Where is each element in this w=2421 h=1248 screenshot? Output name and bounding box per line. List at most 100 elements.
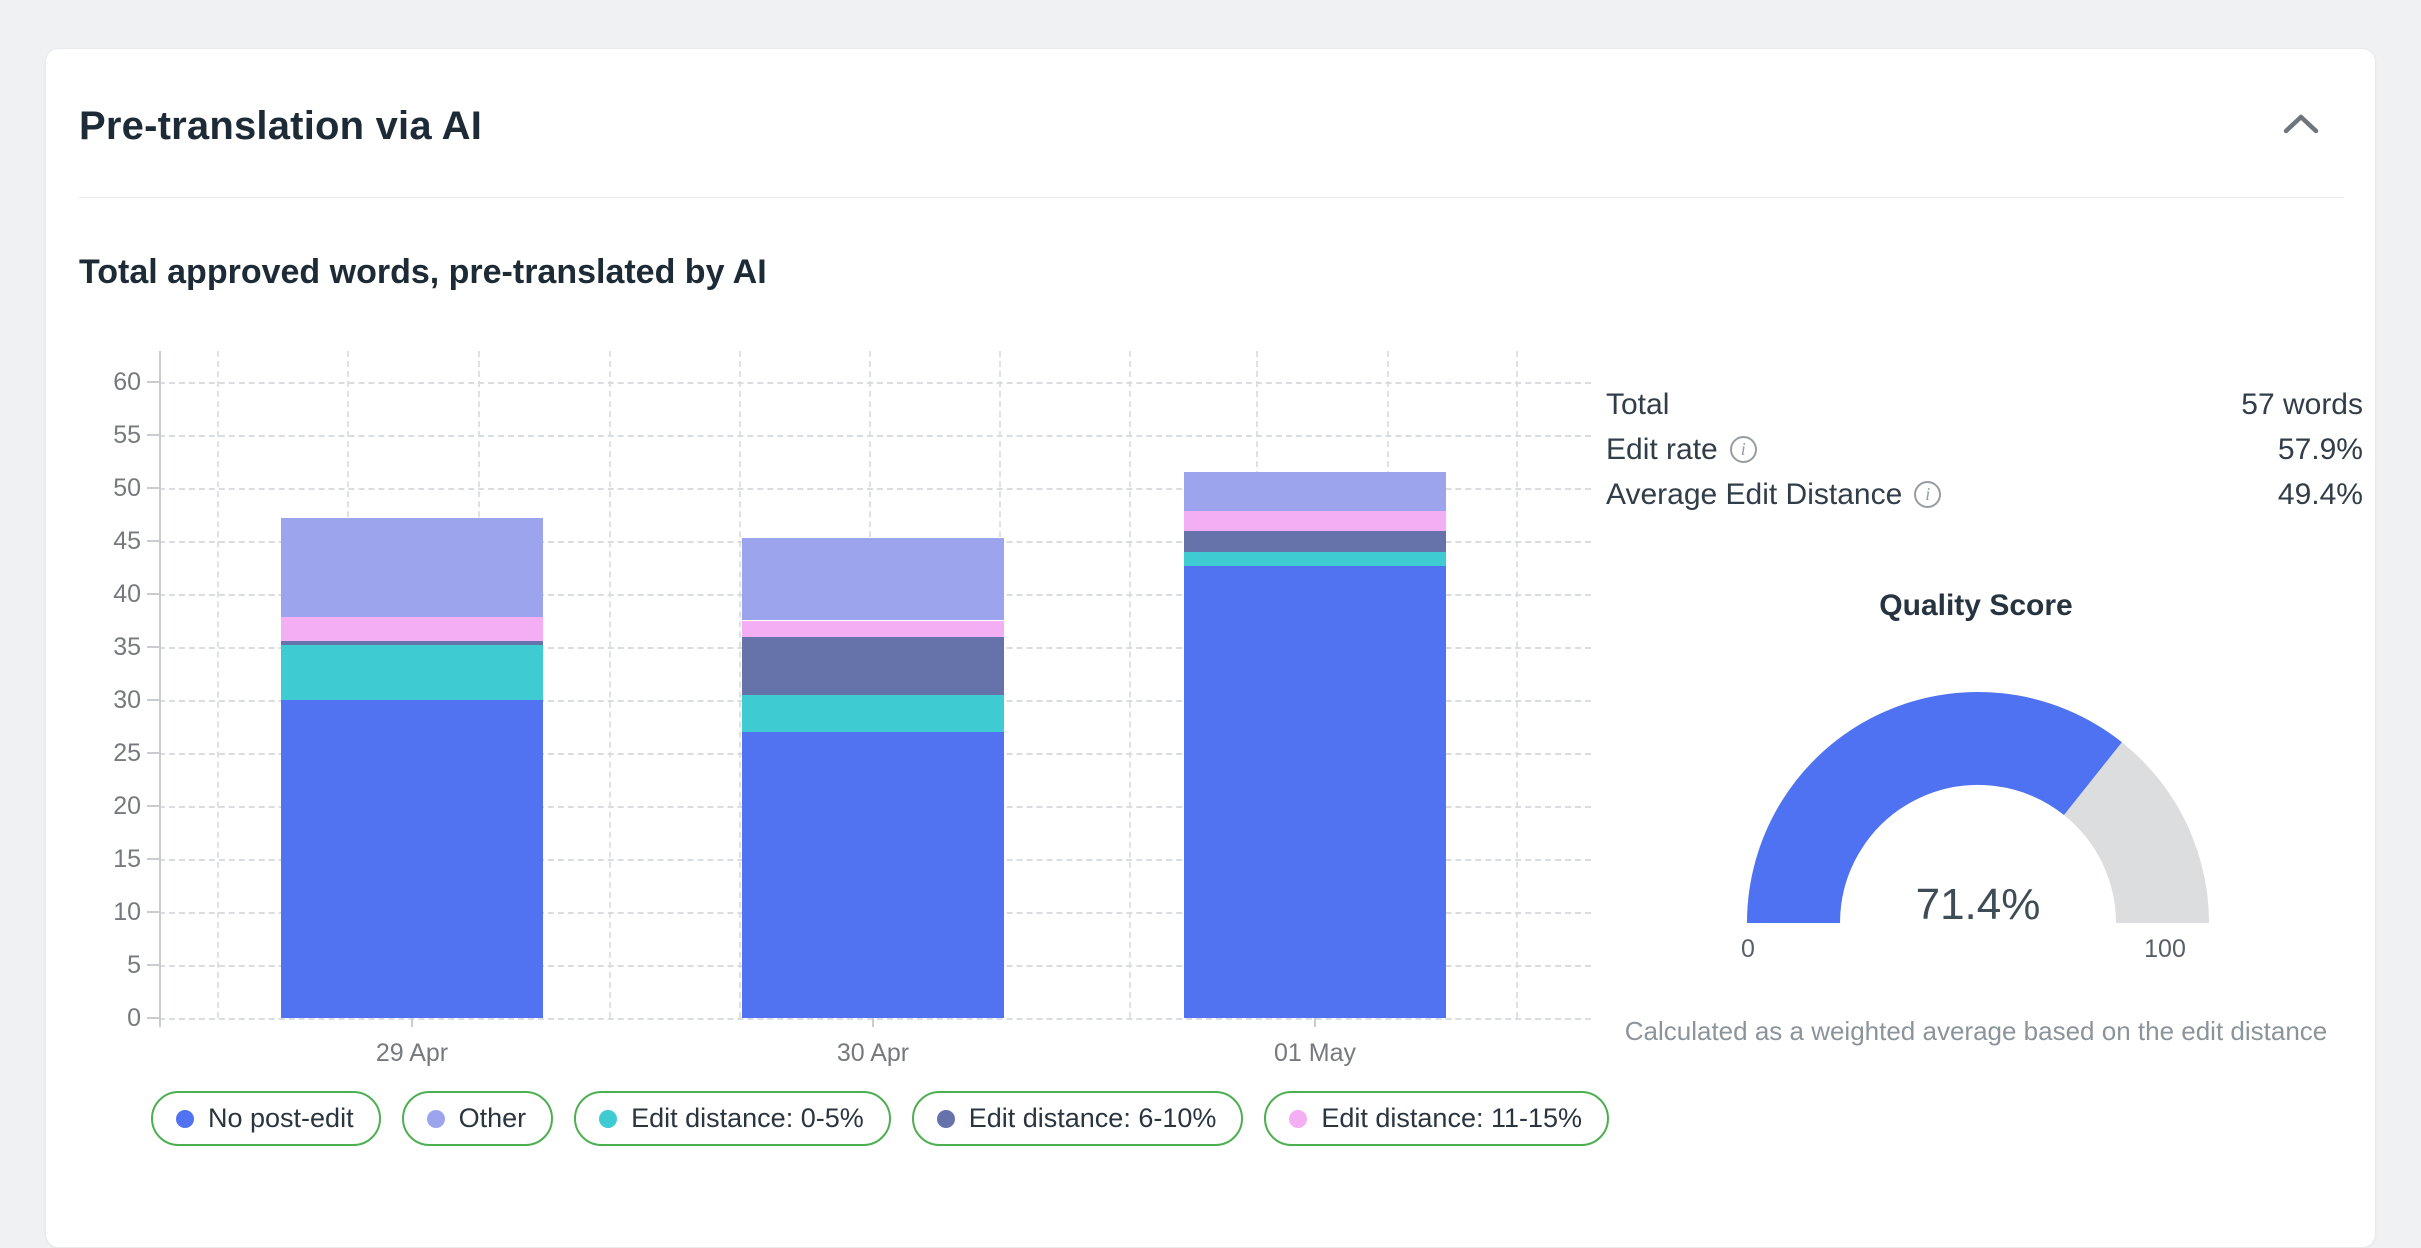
- x-axis-label-30-apr: 30 Apr: [836, 1039, 910, 1067]
- bar-segment-30-apr-edit-distance-11-15[interactable]: [742, 620, 1004, 638]
- grid-line-y-60: [159, 382, 1591, 384]
- y-axis-label-15: 15: [113, 845, 141, 873]
- legend-dot-edit-distance-0-5: [599, 1109, 618, 1128]
- legend-label-edit-distance-11-15: Edit distance: 11-15%: [1321, 1103, 1583, 1133]
- bar-segment-01-may-edit-distance-6-10[interactable]: [1184, 531, 1446, 552]
- y-axis-tick-25: [147, 752, 159, 754]
- info-icon-edit-rate[interactable]: i: [1729, 436, 1757, 463]
- y-axis-tick-5: [147, 964, 159, 966]
- gauge-caption: Calculated as a weighted average based o…: [1624, 1016, 2328, 1046]
- stat-label-average-edit-distance: Average Edit Distance: [1606, 477, 1903, 511]
- chart-legend: No post-edit Other Edit distance: 0-5% Edit…: [151, 1091, 1610, 1146]
- pre-translation-panel: Pre-translation via AI Total approved wo…: [45, 48, 2376, 1248]
- y-axis-label-35: 35: [113, 633, 141, 661]
- y-axis-label-50: 50: [113, 474, 141, 502]
- y-axis-label-30: 30: [113, 686, 141, 714]
- stat-label-edit-rate: Edit rate: [1606, 432, 1718, 466]
- y-axis-label-5: 5: [127, 951, 141, 979]
- bar-segment-30-apr-edit-distance-6-10[interactable]: [742, 637, 1004, 695]
- page-title: Pre-translation via AI: [79, 104, 483, 148]
- legend-dot-edit-distance-6-10: [936, 1109, 955, 1128]
- grid-line-vertical-3: [609, 351, 611, 1018]
- legend-dot-no-post-edit: [176, 1109, 194, 1128]
- grid-line-vertical-4: [739, 351, 741, 1018]
- grid-line-y-0: [159, 1018, 1591, 1020]
- x-axis-label-01-may: 01 May: [1274, 1039, 1356, 1067]
- grid-line-vertical-7: [1129, 351, 1131, 1018]
- bar-segment-29-apr-no-post-edit[interactable]: [281, 700, 543, 1018]
- stat-value-edit-rate: 57.9%: [2277, 432, 2363, 466]
- y-axis-label-40: 40: [113, 580, 141, 608]
- gauge-max-label: 100: [2144, 935, 2186, 963]
- stat-label-wrap-edit-rate: Edit rate i: [1606, 433, 1757, 467]
- stat-row-edit-rate: Edit rate i 57.9%: [1606, 427, 2363, 472]
- quality-score-gauge: [1747, 691, 2209, 925]
- stat-label-wrap-total: Total: [1606, 388, 1669, 422]
- stat-row-total: Total 57 words: [1606, 382, 2363, 427]
- stats-panel: Total 57 words Edit rate i 57.9% Average Edit…: [1606, 382, 2363, 517]
- legend-label-edit-distance-0-5: Edit distance: 0-5%: [631, 1103, 864, 1133]
- y-axis-tick-60: [147, 381, 159, 383]
- y-axis-tick-10: [147, 911, 159, 913]
- gauge-title: Quality Score: [1879, 589, 2073, 622]
- gauge-value: 71.4%: [1915, 880, 2041, 929]
- bar-segment-29-apr-edit-distance-11-15[interactable]: [281, 617, 543, 641]
- x-axis-tick-01-may: [1314, 1018, 1316, 1027]
- bar-segment-01-may-edit-distance-0-5[interactable]: [1184, 551, 1446, 567]
- bar-segment-29-apr-edit-distance-0-5[interactable]: [281, 644, 543, 700]
- stat-row-average-edit-distance: Average Edit Distance i 49.4%: [1606, 472, 2363, 517]
- gauge-fill-arc: [1747, 691, 2122, 925]
- bar-segment-01-may-other[interactable]: [1184, 472, 1446, 512]
- legend-label-other: Other: [458, 1103, 527, 1133]
- y-axis-label-10: 10: [113, 898, 141, 926]
- bar-segment-30-apr-edit-distance-0-5[interactable]: [742, 694, 1004, 732]
- grid-line-y-50: [159, 488, 1591, 490]
- legend-item-edit-distance-6-10[interactable]: Edit distance: 6-10%: [911, 1091, 1244, 1146]
- chart-title: Total approved words, pre-translated by …: [79, 253, 767, 291]
- y-axis-tick-55: [147, 434, 159, 436]
- y-axis-label-45: 45: [113, 527, 141, 555]
- bar-segment-30-apr-other[interactable]: [742, 537, 1004, 621]
- y-axis-label-25: 25: [113, 739, 141, 767]
- legend-item-other[interactable]: Other: [401, 1091, 554, 1146]
- chevron-up-icon: [2283, 114, 2319, 134]
- y-axis-tick-20: [147, 805, 159, 807]
- y-axis-label-20: 20: [113, 792, 141, 820]
- stacked-bar-chart: 0 5 10 15 20 25 30 35 40 45 50 55 60 29 Apr 30 Apr 01 M…: [46, 49, 2375, 1247]
- legend-dot-other: [426, 1109, 445, 1128]
- bar-segment-29-apr-edit-distance-6-10[interactable]: [281, 640, 543, 645]
- legend-label-no-post-edit: No post-edit: [208, 1103, 354, 1133]
- legend-item-edit-distance-0-5[interactable]: Edit distance: 0-5%: [574, 1091, 891, 1146]
- bar-segment-29-apr-other[interactable]: [281, 517, 543, 618]
- legend-item-no-post-edit[interactable]: No post-edit: [151, 1091, 381, 1146]
- y-axis-tick-50: [147, 487, 159, 489]
- y-axis-tick-30: [147, 699, 159, 701]
- y-axis-label-55: 55: [113, 421, 141, 449]
- grid-line-vertical-10: [1516, 351, 1518, 1018]
- y-axis-label-0: 0: [127, 1004, 141, 1032]
- y-axis-tick-45: [147, 540, 159, 542]
- y-axis-tick-0: [147, 1017, 159, 1019]
- bar-segment-30-apr-no-post-edit[interactable]: [742, 731, 1004, 1018]
- stat-value-total: 57 words: [2241, 387, 2363, 421]
- y-axis-tick-35: [147, 646, 159, 648]
- x-axis-label-29-apr: 29 Apr: [375, 1039, 449, 1067]
- bar-segment-01-may-edit-distance-11-15[interactable]: [1184, 511, 1446, 532]
- y-axis-tick-40: [147, 593, 159, 595]
- legend-label-edit-distance-6-10: Edit distance: 6-10%: [968, 1103, 1217, 1133]
- x-axis-tick-29-apr: [411, 1018, 413, 1027]
- bar-segment-01-may-no-post-edit[interactable]: [1184, 566, 1446, 1018]
- collapse-button[interactable]: [2273, 102, 2329, 146]
- grid-line-y-55: [159, 435, 1591, 437]
- grid-line-vertical-0: [217, 351, 219, 1018]
- stat-label-wrap-average-edit-distance: Average Edit Distance i: [1606, 477, 1942, 512]
- header-divider: [79, 197, 2344, 198]
- info-icon-average-edit-distance[interactable]: i: [1914, 481, 1942, 508]
- y-axis-line: [159, 351, 161, 1027]
- y-axis-tick-15: [147, 858, 159, 860]
- stat-label-total: Total: [1606, 387, 1670, 421]
- legend-item-edit-distance-11-15[interactable]: Edit distance: 11-15%: [1264, 1091, 1610, 1146]
- stat-value-average-edit-distance: 49.4%: [2277, 477, 2363, 511]
- y-axis-label-60: 60: [113, 368, 141, 396]
- gauge-min-label: 0: [1741, 935, 1755, 963]
